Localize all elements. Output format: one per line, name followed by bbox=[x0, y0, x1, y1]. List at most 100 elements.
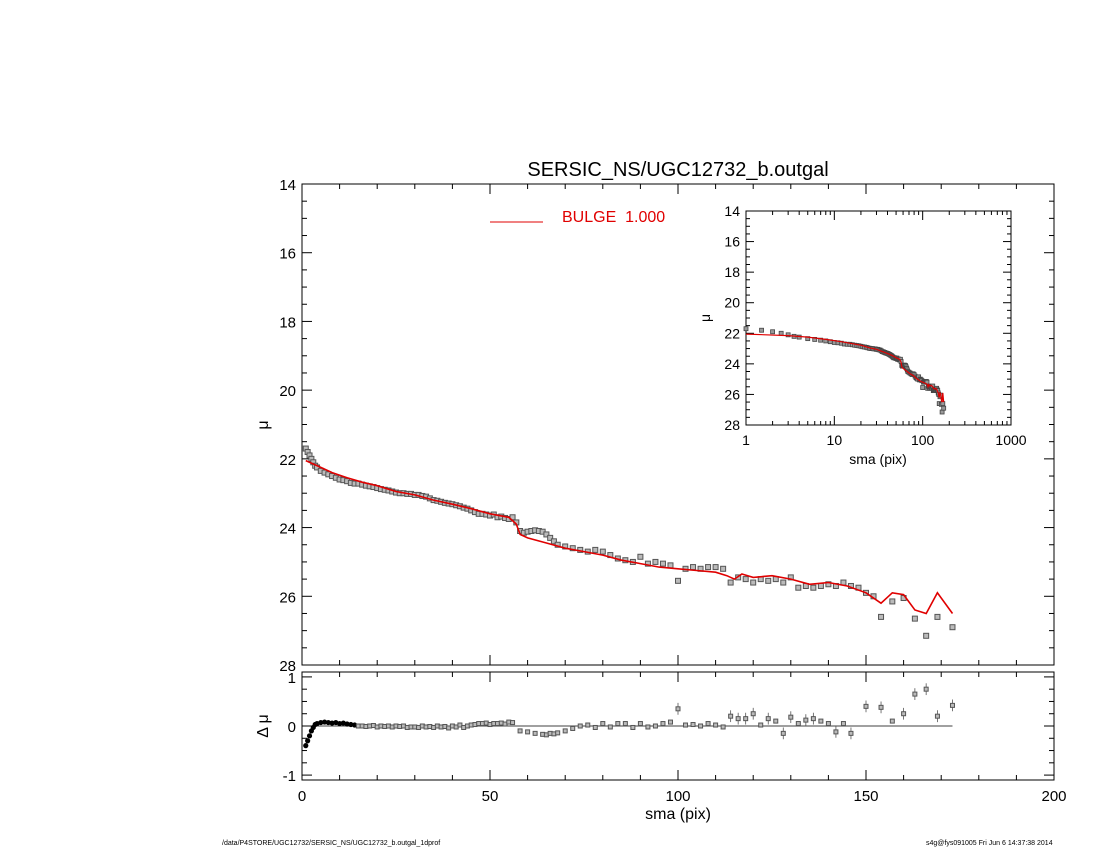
residual-point bbox=[780, 730, 786, 736]
data-point bbox=[810, 584, 817, 591]
data-point bbox=[742, 576, 749, 583]
residual-point bbox=[720, 724, 726, 730]
data-point bbox=[795, 584, 802, 591]
residual-point bbox=[765, 716, 771, 722]
inset-y-tick-label: 24 bbox=[724, 356, 740, 372]
residual-point bbox=[645, 724, 651, 730]
residual-point bbox=[525, 729, 531, 735]
residual-point bbox=[825, 721, 831, 727]
y-tick-label: 0 bbox=[288, 719, 296, 736]
residual-point bbox=[833, 729, 839, 735]
inset-x-tick-label: 1 bbox=[742, 432, 750, 448]
y-tick-label: 18 bbox=[279, 314, 296, 331]
inset-data-point bbox=[939, 409, 945, 415]
residual-point bbox=[667, 719, 673, 725]
data-point bbox=[889, 598, 896, 605]
residual-point bbox=[773, 718, 779, 724]
data-point bbox=[923, 632, 930, 639]
inset-y-tick-label: 16 bbox=[724, 234, 740, 250]
residual-point bbox=[889, 718, 895, 724]
residual-ticks bbox=[301, 672, 1055, 780]
residual-point bbox=[592, 724, 598, 730]
y-tick-label: 20 bbox=[279, 383, 296, 400]
inset-y-tick-label: 22 bbox=[724, 325, 740, 341]
inset-data-point bbox=[743, 326, 749, 332]
data-point bbox=[667, 562, 674, 569]
chart-title: SERSIC_NS/UGC12732_b.outgal bbox=[527, 159, 828, 181]
main-y-axis-label: μ bbox=[255, 420, 272, 429]
x-tick-label: 0 bbox=[298, 788, 306, 805]
bulge-model-line bbox=[305, 459, 954, 615]
residual-point bbox=[615, 721, 621, 727]
residual-point bbox=[570, 725, 576, 731]
residual-point bbox=[863, 703, 869, 709]
inset-x-axis-label: sma (pix) bbox=[849, 451, 907, 467]
main-profile-plot: 14 16 18 20 22 24 26 28 μ BULGE 1.000 bbox=[255, 177, 1055, 675]
data-point bbox=[727, 579, 734, 586]
residual-plot: 10-1 0 50 100 150 200 Δ μ sma (pix) bbox=[255, 670, 1067, 823]
residual-point bbox=[934, 713, 940, 719]
residual-point bbox=[878, 704, 884, 710]
main-y-tick-labels: 14 16 18 20 22 24 26 28 bbox=[279, 177, 296, 675]
residual-point bbox=[728, 713, 734, 719]
y-tick-label: 1 bbox=[288, 670, 296, 687]
y-tick-label: -1 bbox=[283, 768, 296, 785]
inset-y-tick-label: 28 bbox=[724, 417, 740, 433]
data-point bbox=[637, 553, 644, 560]
data-point bbox=[949, 624, 956, 631]
inset-y-tick-label: 18 bbox=[724, 264, 740, 280]
residual-point bbox=[303, 743, 309, 749]
x-tick-label: 100 bbox=[665, 788, 690, 805]
data-point bbox=[675, 577, 681, 584]
residual-y-axis-label: Δ μ bbox=[255, 714, 272, 737]
inset-model-line bbox=[745, 333, 945, 403]
residual-x-tick-labels: 0 50 100 150 200 bbox=[298, 788, 1067, 805]
residual-point bbox=[810, 716, 816, 722]
residual-point bbox=[555, 730, 561, 736]
data-point bbox=[690, 564, 697, 571]
residual-point bbox=[622, 721, 628, 727]
residual-point bbox=[840, 721, 846, 727]
data-point bbox=[644, 560, 651, 567]
residual-point bbox=[600, 721, 606, 727]
inset-y-tick-label: 26 bbox=[724, 386, 740, 402]
residual-point bbox=[912, 691, 918, 697]
data-point bbox=[911, 615, 918, 622]
residual-point bbox=[803, 717, 809, 723]
inset-y-axis-label: μ bbox=[697, 314, 713, 322]
data-point bbox=[720, 565, 727, 572]
data-point bbox=[550, 538, 557, 545]
data-point bbox=[765, 577, 772, 584]
inset-data-point bbox=[940, 401, 946, 407]
inset-data-point bbox=[770, 329, 775, 335]
inset-ticks bbox=[745, 210, 1012, 426]
inset-data-point bbox=[785, 332, 791, 338]
data-point bbox=[569, 545, 576, 552]
y-tick-label: 16 bbox=[279, 246, 296, 263]
residual-points bbox=[303, 683, 955, 749]
residual-point bbox=[660, 721, 666, 727]
main-ticks bbox=[301, 183, 1055, 666]
inset-y-tick-label: 20 bbox=[724, 295, 740, 311]
inset-plot-frame bbox=[745, 210, 1012, 426]
data-point bbox=[592, 546, 599, 553]
data-point bbox=[705, 564, 712, 571]
data-point bbox=[712, 564, 719, 571]
residual-point bbox=[818, 718, 824, 724]
residual-point bbox=[795, 721, 801, 727]
data-point bbox=[659, 560, 666, 567]
residual-point bbox=[750, 711, 756, 717]
residual-point bbox=[652, 723, 658, 729]
residual-point bbox=[690, 722, 696, 728]
residual-point bbox=[923, 686, 929, 692]
residual-point bbox=[517, 728, 523, 734]
main-data-points bbox=[302, 445, 956, 639]
residual-point bbox=[758, 722, 764, 728]
inset-y-tick-labels: 14 16 18 20 22 24 26 28 bbox=[724, 203, 740, 433]
inset-log-plot: 14 16 18 20 22 24 26 28 1 10 100 1000 μ sma (pix) bbox=[697, 203, 1027, 467]
inset-x-tick-label: 1000 bbox=[995, 432, 1026, 448]
data-point bbox=[780, 579, 787, 586]
y-tick-label: 26 bbox=[279, 589, 296, 606]
residual-point bbox=[630, 724, 636, 730]
x-tick-label: 200 bbox=[1041, 788, 1066, 805]
